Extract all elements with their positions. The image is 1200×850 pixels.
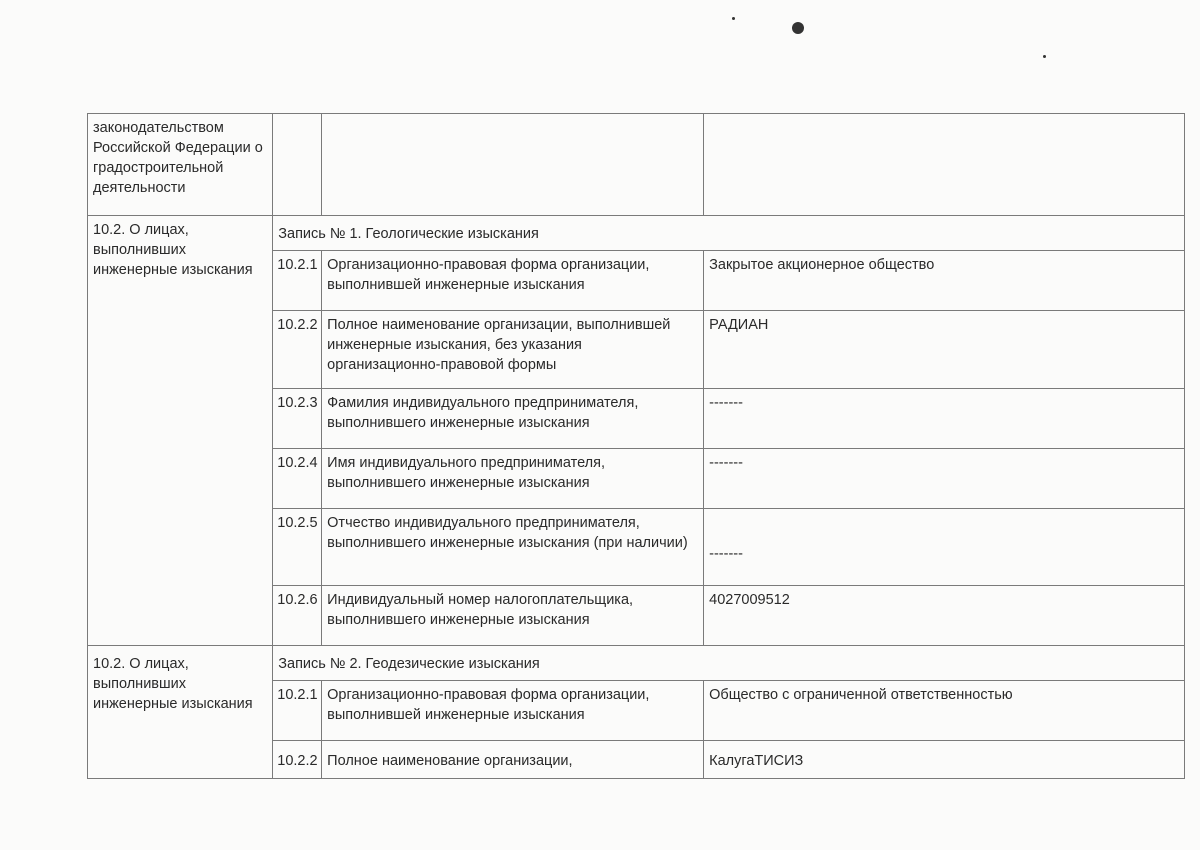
record-header-row: 10.2. О лицах, выполнивших инженерные из… <box>86 215 1185 646</box>
item-number: 10.2.3 <box>272 388 323 449</box>
record-title: Запись № 2. Геодезические изыскания <box>272 645 1185 681</box>
item-value: Общество с ограниченной ответственностью <box>703 680 1185 741</box>
item-number: 10.2.2 <box>272 310 323 389</box>
table-row: 10.2.1 Организационно-правовая форма орг… <box>88 250 1185 311</box>
item-field: Имя индивидуального предпринимателя, вып… <box>321 448 705 509</box>
empty-cell <box>703 113 1185 216</box>
continuation-row: законодательством Российской Федерации о… <box>86 113 1185 216</box>
item-value: ------- <box>703 448 1185 509</box>
item-value: РАДИАН <box>703 310 1185 389</box>
item-number: 10.2.1 <box>272 680 323 741</box>
item-value: Закрытое акционерное общество <box>703 250 1185 311</box>
item-field: Фамилия индивидуального предпринимателя,… <box>321 388 705 449</box>
item-field: Отчество индивидуального предпринимателя… <box>321 508 705 586</box>
section-label: законодательством Российской Федерации о… <box>86 113 274 216</box>
item-field: Полное наименование организации, <box>321 740 705 779</box>
table-row: 10.2.1 Организационно-правовая форма орг… <box>88 680 1185 741</box>
scan-speck <box>792 22 804 34</box>
item-field: Организационно-правовая форма организаци… <box>321 250 705 311</box>
table-row: 10.2.4 Имя индивидуального предпринимате… <box>88 448 1185 509</box>
item-field: Организационно-правовая форма организаци… <box>321 680 705 741</box>
section-label: 10.2. О лицах, выполнивших инженерные из… <box>86 215 274 646</box>
item-value: КалугаТИСИЗ <box>703 740 1185 779</box>
item-number: 10.2.6 <box>272 585 323 646</box>
item-number: 10.2.2 <box>272 740 323 779</box>
table-row: 10.2.3 Фамилия индивидуального предприни… <box>88 388 1185 449</box>
scan-speck <box>1043 55 1046 58</box>
item-field: Индивидуальный номер налогоплательщика, … <box>321 585 705 646</box>
item-value: ------- <box>703 388 1185 449</box>
item-number: 10.2.4 <box>272 448 323 509</box>
scan-speck <box>732 17 735 20</box>
empty-cell <box>321 113 705 216</box>
table-row: 10.2.2 Полное наименование организации, … <box>88 310 1185 389</box>
table-row: 10.2.6 Индивидуальный номер налогоплател… <box>88 585 1185 646</box>
item-number: 10.2.5 <box>272 508 323 586</box>
document-table: законодательством Российской Федерации о… <box>86 113 1185 779</box>
record-header-row: 10.2. О лицах, выполнивших инженерные из… <box>86 645 1185 779</box>
item-value: ------- <box>703 508 1185 586</box>
table-row: 10.2.2 Полное наименование организации, … <box>88 740 1185 779</box>
record-title: Запись № 1. Геологические изыскания <box>272 215 1185 251</box>
empty-cell <box>272 113 323 216</box>
section-label: 10.2. О лицах, выполнивших инженерные из… <box>86 645 274 779</box>
item-value: 4027009512 <box>703 585 1185 646</box>
item-number: 10.2.1 <box>272 250 323 311</box>
item-field: Полное наименование организации, выполни… <box>321 310 705 389</box>
